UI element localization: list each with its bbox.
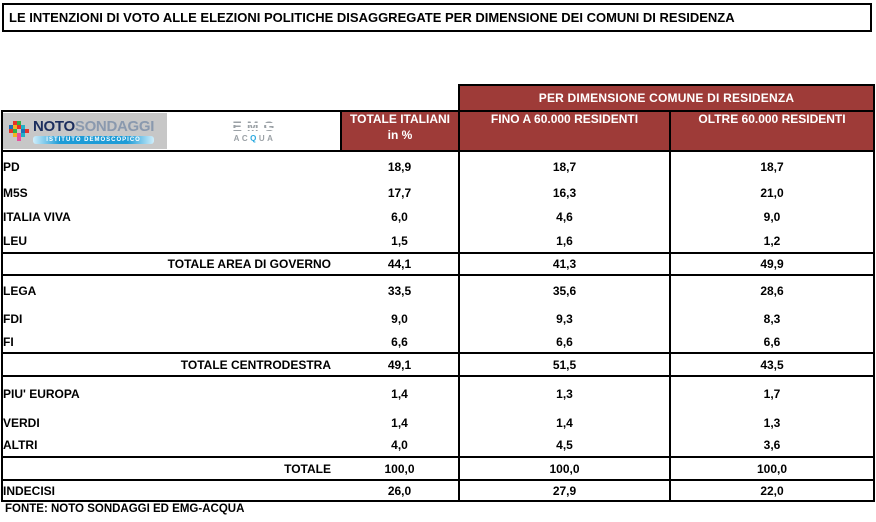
value-cell-totale-italiani: 17,7 [387,186,412,200]
noto-logo-text: NOTOSONDAGGI ISTITUTO DEMOSCOPICO [33,119,154,144]
row-label-cell: TOTALE [1,456,341,481]
row-label-cell: INDECISI [1,480,341,502]
table-row: TOTALE AREA DI GOVERNO 44,1 41,3 49,9 [1,252,875,276]
value-cell-fino-60000: 1,4 [458,411,670,434]
value-cell-fino-60000: 9,3 [458,306,670,332]
table-group-header-row: PER DIMENSIONE COMUNE DI RESIDENZA [2,84,875,112]
value-cell-totale-italiani: 9,0 [391,312,408,326]
value-cell-totale-italiani: 4,0 [391,438,408,452]
logo-strip: NOTOSONDAGGI ISTITUTO DEMOSCOPICO EMG AC… [3,113,340,149]
value-cell-totale-italiani: 100,0 [341,456,459,481]
row-label-cell: PIU' EUROPA [1,376,341,411]
value-cell-totale-italiani: 1,4 [391,415,408,430]
column-header-fino-60000: FINO A 60.000 RESIDENTI [458,110,670,152]
value-cell-fino-60000: 100,0 [458,456,670,481]
row-label-cell: VERDI [1,411,341,434]
value-cell-totale-italiani: 1,5 [391,233,408,248]
column-header-oltre-60000: OLTRE 60.000 RESIDENTI [669,110,875,152]
value-cell-totale-italiani: 33,5 [387,284,412,298]
value-cell-totale-italiani: 26,0 [341,480,459,502]
polling-table: PER DIMENSIONE COMUNE DI RESIDENZA [1,84,875,502]
table-row: INDECISI 26,0 27,9 22,0 [1,480,875,502]
page-title: LE INTENZIONI DI VOTO ALLE ELEZIONI POLI… [2,3,872,32]
value-cell-fino-60000: 1,6 [458,229,670,253]
value-cell-fino-60000: 4,6 [458,205,670,229]
value-cell-totale-italiani: 44,1 [341,252,459,276]
value-cell-fino-60000: 6,6 [458,332,670,353]
value-cell-oltre-60000: 1,2 [669,229,875,253]
value-cell-totale-italiani: 6,0 [391,210,408,224]
column-header-totale-italiani: TOTALE ITALIANI in % [341,110,459,152]
table-row: PIU' EUROPA 1,4 1,3 1,7 [1,376,875,411]
value-cell-oltre-60000: 1,7 [669,376,875,411]
header-empty-cell [2,85,459,111]
row-label-cell: ITALIA VIVA [1,205,341,229]
group-header-cell: PER DIMENSIONE COMUNE DI RESIDENZA [458,84,875,112]
table-row: ALTRI 4,0 4,5 3,6 [1,434,875,457]
table-row: FDI 9,0 9,3 8,3 [1,306,875,332]
table-column-header-row: NOTOSONDAGGI ISTITUTO DEMOSCOPICO EMG AC… [1,110,875,152]
value-cell-totale-italiani: 6,6 [391,335,408,349]
row-label-cell: TOTALE CENTRODESTRA [1,352,341,377]
value-cell-fino-60000: 1,3 [458,376,670,411]
value-cell-oltre-60000: 18,7 [669,151,875,181]
row-label-cell: TOTALE AREA DI GOVERNO [1,252,341,276]
emg-wordmark: EMG [227,119,280,133]
acqua-wordmark: ACQUA [233,134,276,143]
row-label-cell: PD [1,151,341,181]
row-label-cell: ALTRI [1,434,341,457]
table-row: VERDI 1,4 1,4 1,3 [1,411,875,434]
value-cell-totale-italiani: 49,1 [341,352,459,377]
value-cell-fino-60000: 35,6 [458,275,670,306]
value-cell-oltre-60000: 6,6 [669,332,875,353]
value-cell-fino-60000: 27,9 [458,480,670,502]
table-row: FI 6,6 6,6 6,6 [1,332,875,353]
value-cell-fino-60000: 16,3 [458,181,670,205]
row-label-cell: LEU [1,229,341,253]
value-cell-oltre-60000: 28,6 [669,275,875,306]
row-label-cell: LEGA [1,275,341,306]
value-cell-oltre-60000: 49,9 [669,252,875,276]
noto-wordmark: NOTO [33,117,75,135]
value-cell-fino-60000: 41,3 [458,252,670,276]
value-cell-oltre-60000: 9,0 [669,205,875,229]
value-cell-oltre-60000: 21,0 [669,181,875,205]
table-row: TOTALE CENTRODESTRA 49,1 51,5 43,5 [1,352,875,377]
value-cell-oltre-60000: 3,6 [669,434,875,457]
value-cell-oltre-60000: 22,0 [669,480,875,502]
source-note: FONTE: NOTO SONDAGGI ED EMG-ACQUA [5,503,245,515]
table-row: M5S 17,7 16,3 21,0 [1,181,875,205]
table-row: ITALIA VIVA 6,0 4,6 9,0 [1,205,875,229]
value-cell-totale-italiani: 18,9 [387,159,412,174]
value-cell-oltre-60000: 100,0 [669,456,875,481]
noto-tagline: ISTITUTO DEMOSCOPICO [33,135,155,144]
logo-cell: NOTOSONDAGGI ISTITUTO DEMOSCOPICO EMG AC… [1,110,342,152]
table-row: LEU 1,5 1,6 1,2 [1,229,875,253]
value-cell-fino-60000: 4,5 [458,434,670,457]
value-cell-oltre-60000: 1,3 [669,411,875,434]
table-row: TOTALE 100,0 100,0 100,0 [1,456,875,481]
value-cell-oltre-60000: 43,5 [669,352,875,377]
table-row: PD 18,9 18,7 18,7 [1,151,875,181]
row-label-cell: FI [1,332,341,353]
value-cell-fino-60000: 18,7 [458,151,670,181]
table-row: LEGA 33,5 35,6 28,6 [1,275,875,306]
sondaggi-wordmark: SONDAGGI [74,117,155,135]
table-body: PD 18,9 18,7 18,7 M5S 17,7 16,3 21,0 ITA… [1,151,875,502]
value-cell-fino-60000: 51,5 [458,352,670,377]
value-cell-totale-italiani: 1,4 [391,387,408,401]
row-label-cell: M5S [1,181,341,205]
noto-sondaggi-logo: NOTOSONDAGGI ISTITUTO DEMOSCOPICO [3,113,167,149]
emg-acqua-logo: EMG ACQUA [167,113,340,149]
page-title-text: LE INTENZIONI DI VOTO ALLE ELEZIONI POLI… [9,10,735,25]
emg-q-letter: Q [250,134,259,143]
value-cell-oltre-60000: 8,3 [669,306,875,332]
noto-mosaic-icon [9,121,29,141]
row-label-cell: FDI [1,306,341,332]
